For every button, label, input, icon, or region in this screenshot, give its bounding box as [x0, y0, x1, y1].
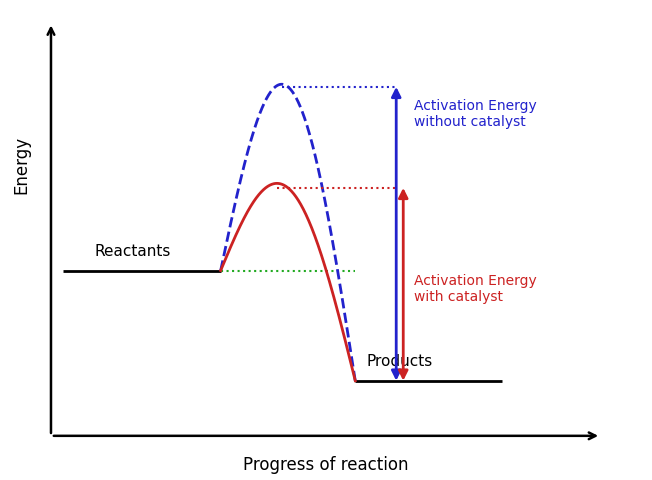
Text: Progress of reaction: Progress of reaction	[243, 456, 409, 475]
Text: Reactants: Reactants	[95, 244, 171, 259]
Text: Activation Energy
without catalyst: Activation Energy without catalyst	[414, 99, 537, 130]
Text: Activation Energy
with catalyst: Activation Energy with catalyst	[414, 274, 537, 304]
Text: Products: Products	[367, 354, 433, 369]
Text: Energy: Energy	[13, 136, 31, 194]
